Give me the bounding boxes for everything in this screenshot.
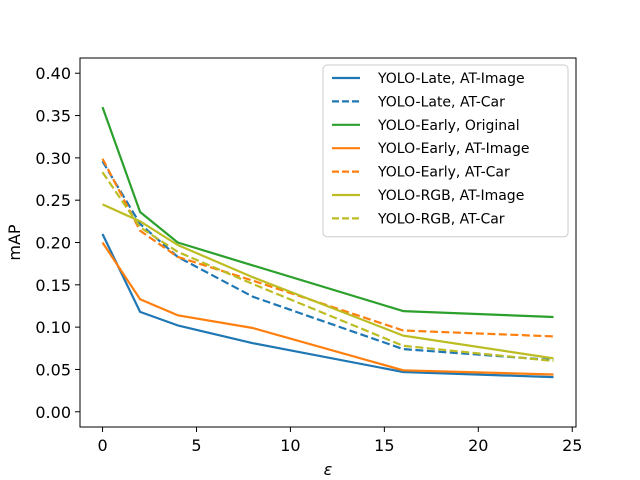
x-tick-label: 20	[468, 436, 488, 455]
series-line-2	[101, 160, 554, 362]
legend-label: YOLO-Early, AT-Image	[377, 141, 529, 157]
legend-label: YOLO-RGB, AT-Image	[377, 188, 524, 204]
y-tick-label: 0.40	[35, 64, 71, 83]
legend-label: YOLO-RGB, AT-Car	[377, 211, 505, 227]
series-line-7	[101, 171, 554, 363]
series-layer	[101, 106, 554, 379]
series-line-4	[101, 241, 554, 376]
y-tick-label: 0.05	[35, 360, 71, 379]
y-tick-label: 0.35	[35, 107, 71, 126]
x-tick-label: 25	[562, 436, 582, 455]
y-tick-label: 0.20	[35, 234, 71, 253]
y-tick-label: 0.25	[35, 191, 71, 210]
y-tick-label: 0.15	[35, 276, 71, 295]
legend: YOLO-Late, AT-Image YOLO-Late, AT-Car YOLO…	[322, 64, 569, 238]
x-tick-label: 0	[97, 436, 107, 455]
legend-label: YOLO-Early, Original	[377, 118, 520, 134]
series-line-3	[101, 106, 554, 319]
y-axis: 0.00 0.05 0.10 0.15 0.20 0.25 0.30 0.35 0.40	[35, 64, 80, 422]
legend-label: YOLO-Late, AT-Image	[377, 71, 525, 87]
series-line-1	[101, 233, 554, 379]
y-tick-label: 0.10	[35, 318, 71, 337]
legend-label: YOLO-Early, AT-Car	[377, 165, 510, 181]
legend-label: YOLO-Late, AT-Car	[377, 94, 505, 110]
x-axis: 0 5 10 15 20 25	[97, 427, 582, 455]
y-tick-label: 0.00	[35, 403, 71, 422]
x-axis-label: ε	[324, 460, 333, 479]
series-line-6	[102, 203, 554, 360]
y-axis-label: mAP	[5, 224, 24, 261]
x-tick-label: 10	[280, 436, 300, 455]
y-tick-label: 0.30	[35, 149, 71, 168]
x-tick-label: 5	[191, 436, 201, 455]
x-tick-label: 15	[374, 436, 394, 455]
legend-frame	[322, 64, 569, 238]
